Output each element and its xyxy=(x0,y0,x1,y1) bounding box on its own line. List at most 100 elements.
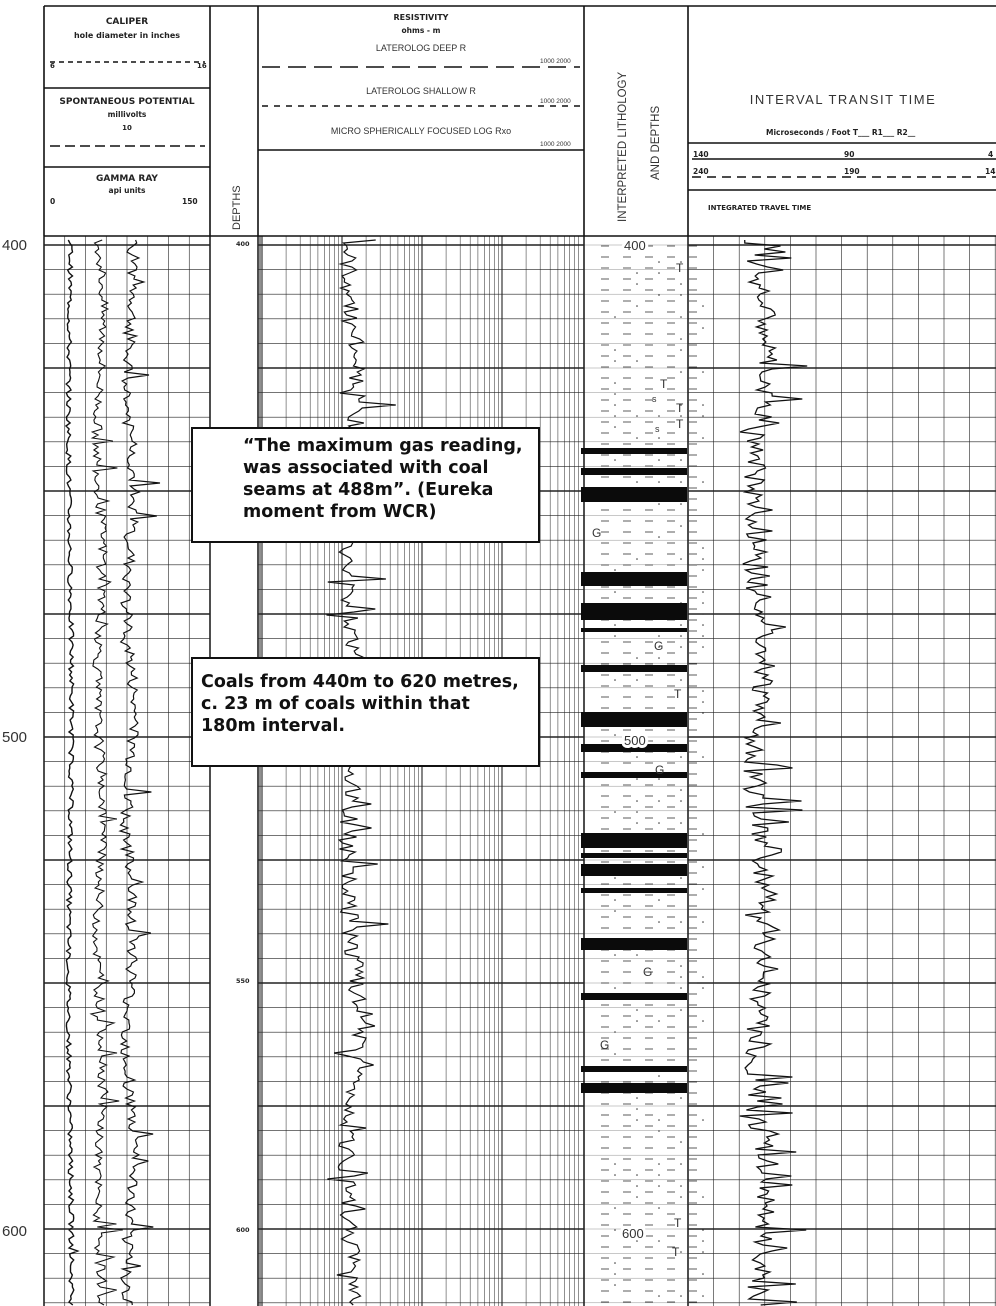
caliper-subtitle: hole diameter in inches xyxy=(74,31,180,40)
coal-seam-band xyxy=(581,864,687,876)
lithology-dot xyxy=(658,1174,660,1176)
lith-symbol: G xyxy=(654,639,663,653)
lithology-dot xyxy=(636,734,638,736)
coal-seam-band xyxy=(581,448,687,454)
lithology-dot xyxy=(614,679,616,681)
lithology-dot xyxy=(614,382,616,384)
lithology-dot xyxy=(680,261,682,263)
lith-symbol: G xyxy=(643,965,652,979)
coal-seam-band xyxy=(581,628,687,632)
lithology-dot xyxy=(614,426,616,428)
lithology-dot xyxy=(658,1075,660,1077)
lithology-dot xyxy=(636,679,638,681)
lithology-dot xyxy=(636,558,638,560)
lith-depth-600: 600 xyxy=(622,1226,644,1241)
lithology-dot xyxy=(614,811,616,813)
lith-symbol: T xyxy=(676,417,684,431)
lithology-dot xyxy=(702,569,704,571)
gamma-ray-unit: api units xyxy=(109,186,146,195)
lithology-dot xyxy=(636,1174,638,1176)
itt-scale-left-2: 240 xyxy=(693,167,709,176)
lithology-dot xyxy=(680,1097,682,1099)
lithology-dot xyxy=(636,1009,638,1011)
lithology-dot xyxy=(680,800,682,802)
lith-symbol: T xyxy=(672,1245,680,1259)
lithology-dot xyxy=(658,822,660,824)
lithology-dot xyxy=(680,646,682,648)
integrated-travel-time-label: INTEGRATED TRAVEL TIME xyxy=(708,204,811,212)
lith-symbol: s xyxy=(655,424,660,434)
lithology-dot xyxy=(702,833,704,835)
interval-transit-time-title: INTERVAL TRANSIT TIME xyxy=(750,92,937,107)
lithology-dot xyxy=(702,415,704,417)
coal-interval-callout: Coals from 440m to 620 metres, c. 23 m o… xyxy=(191,657,540,767)
lithology-dot xyxy=(702,1119,704,1121)
lithology-dot xyxy=(702,624,704,626)
itt-scale-right-2: 14 xyxy=(985,167,995,176)
gamma-ray-scale-min: 0 xyxy=(50,197,55,206)
lithology-dot xyxy=(614,393,616,395)
coal-seam-band xyxy=(581,712,687,727)
lithology-dot xyxy=(614,1273,616,1275)
lithology-dot xyxy=(614,1207,616,1209)
lithology-dot xyxy=(680,503,682,505)
coal-seam-band xyxy=(581,744,687,752)
lithology-dot xyxy=(614,1174,616,1176)
lithology-dot xyxy=(702,701,704,703)
lithology-dot xyxy=(658,1020,660,1022)
lithology-dot xyxy=(636,1108,638,1110)
depth-tick-500: 500 xyxy=(2,729,27,746)
lithology-dot xyxy=(636,415,638,417)
lithology-dot xyxy=(614,360,616,362)
lithology-dot xyxy=(702,327,704,329)
lith-symbol: T xyxy=(676,401,684,415)
caliper-curve xyxy=(64,239,80,1306)
coal-seam-band xyxy=(581,603,687,620)
lithology-dot xyxy=(658,415,660,417)
sp-scale: 10 xyxy=(122,124,132,132)
lithology-dot xyxy=(680,877,682,879)
lithology-dot xyxy=(614,591,616,593)
lithology-dot xyxy=(702,1295,704,1297)
lithology-dot xyxy=(680,481,682,483)
lithology-depths-label: AND DEPTHS xyxy=(650,106,662,180)
itt-scale-mid-1: 90 xyxy=(844,150,854,159)
lithology-dot xyxy=(702,987,704,989)
laterolog-shallow-label: LATEROLOG SHALLOW R xyxy=(366,86,476,96)
lithology-dot xyxy=(658,1295,660,1297)
lithology-dot xyxy=(658,437,660,439)
lithology-dot xyxy=(658,899,660,901)
lith-depth-halo-600: 600 xyxy=(622,1226,644,1241)
lithology-dot xyxy=(680,1163,682,1165)
lithology-dot xyxy=(680,965,682,967)
lithology-dot xyxy=(702,712,704,714)
lithology-dot xyxy=(658,1240,660,1242)
resistivity-title: RESISTIVITY xyxy=(394,13,449,22)
lithology-dot xyxy=(658,800,660,802)
lithology-dot xyxy=(702,371,704,373)
lithology-dot xyxy=(636,1229,638,1231)
lithology-dot xyxy=(658,921,660,923)
coal-seam-band xyxy=(581,572,687,586)
lithology-dot xyxy=(680,404,682,406)
lithology-dot xyxy=(636,778,638,780)
lithology-dot xyxy=(702,1020,704,1022)
lith-symbol: G xyxy=(655,763,664,777)
log-header xyxy=(43,5,996,237)
lithology-dot xyxy=(702,866,704,868)
lithology-dot xyxy=(636,283,638,285)
lithology-dot xyxy=(702,888,704,890)
sp-title: SPONTANEOUS POTENTIAL xyxy=(59,97,194,107)
lithology-dot xyxy=(680,558,682,560)
lithology-dot xyxy=(614,1053,616,1055)
lithology-dot xyxy=(702,305,704,307)
lithology-dot xyxy=(658,459,660,461)
lithology-dot xyxy=(680,525,682,527)
lithology-dot xyxy=(680,316,682,318)
lithology-dot xyxy=(680,294,682,296)
lithology-dot xyxy=(636,272,638,274)
lithology-dot xyxy=(680,415,682,417)
lithology-dot xyxy=(680,1185,682,1187)
lithology-dot xyxy=(680,756,682,758)
